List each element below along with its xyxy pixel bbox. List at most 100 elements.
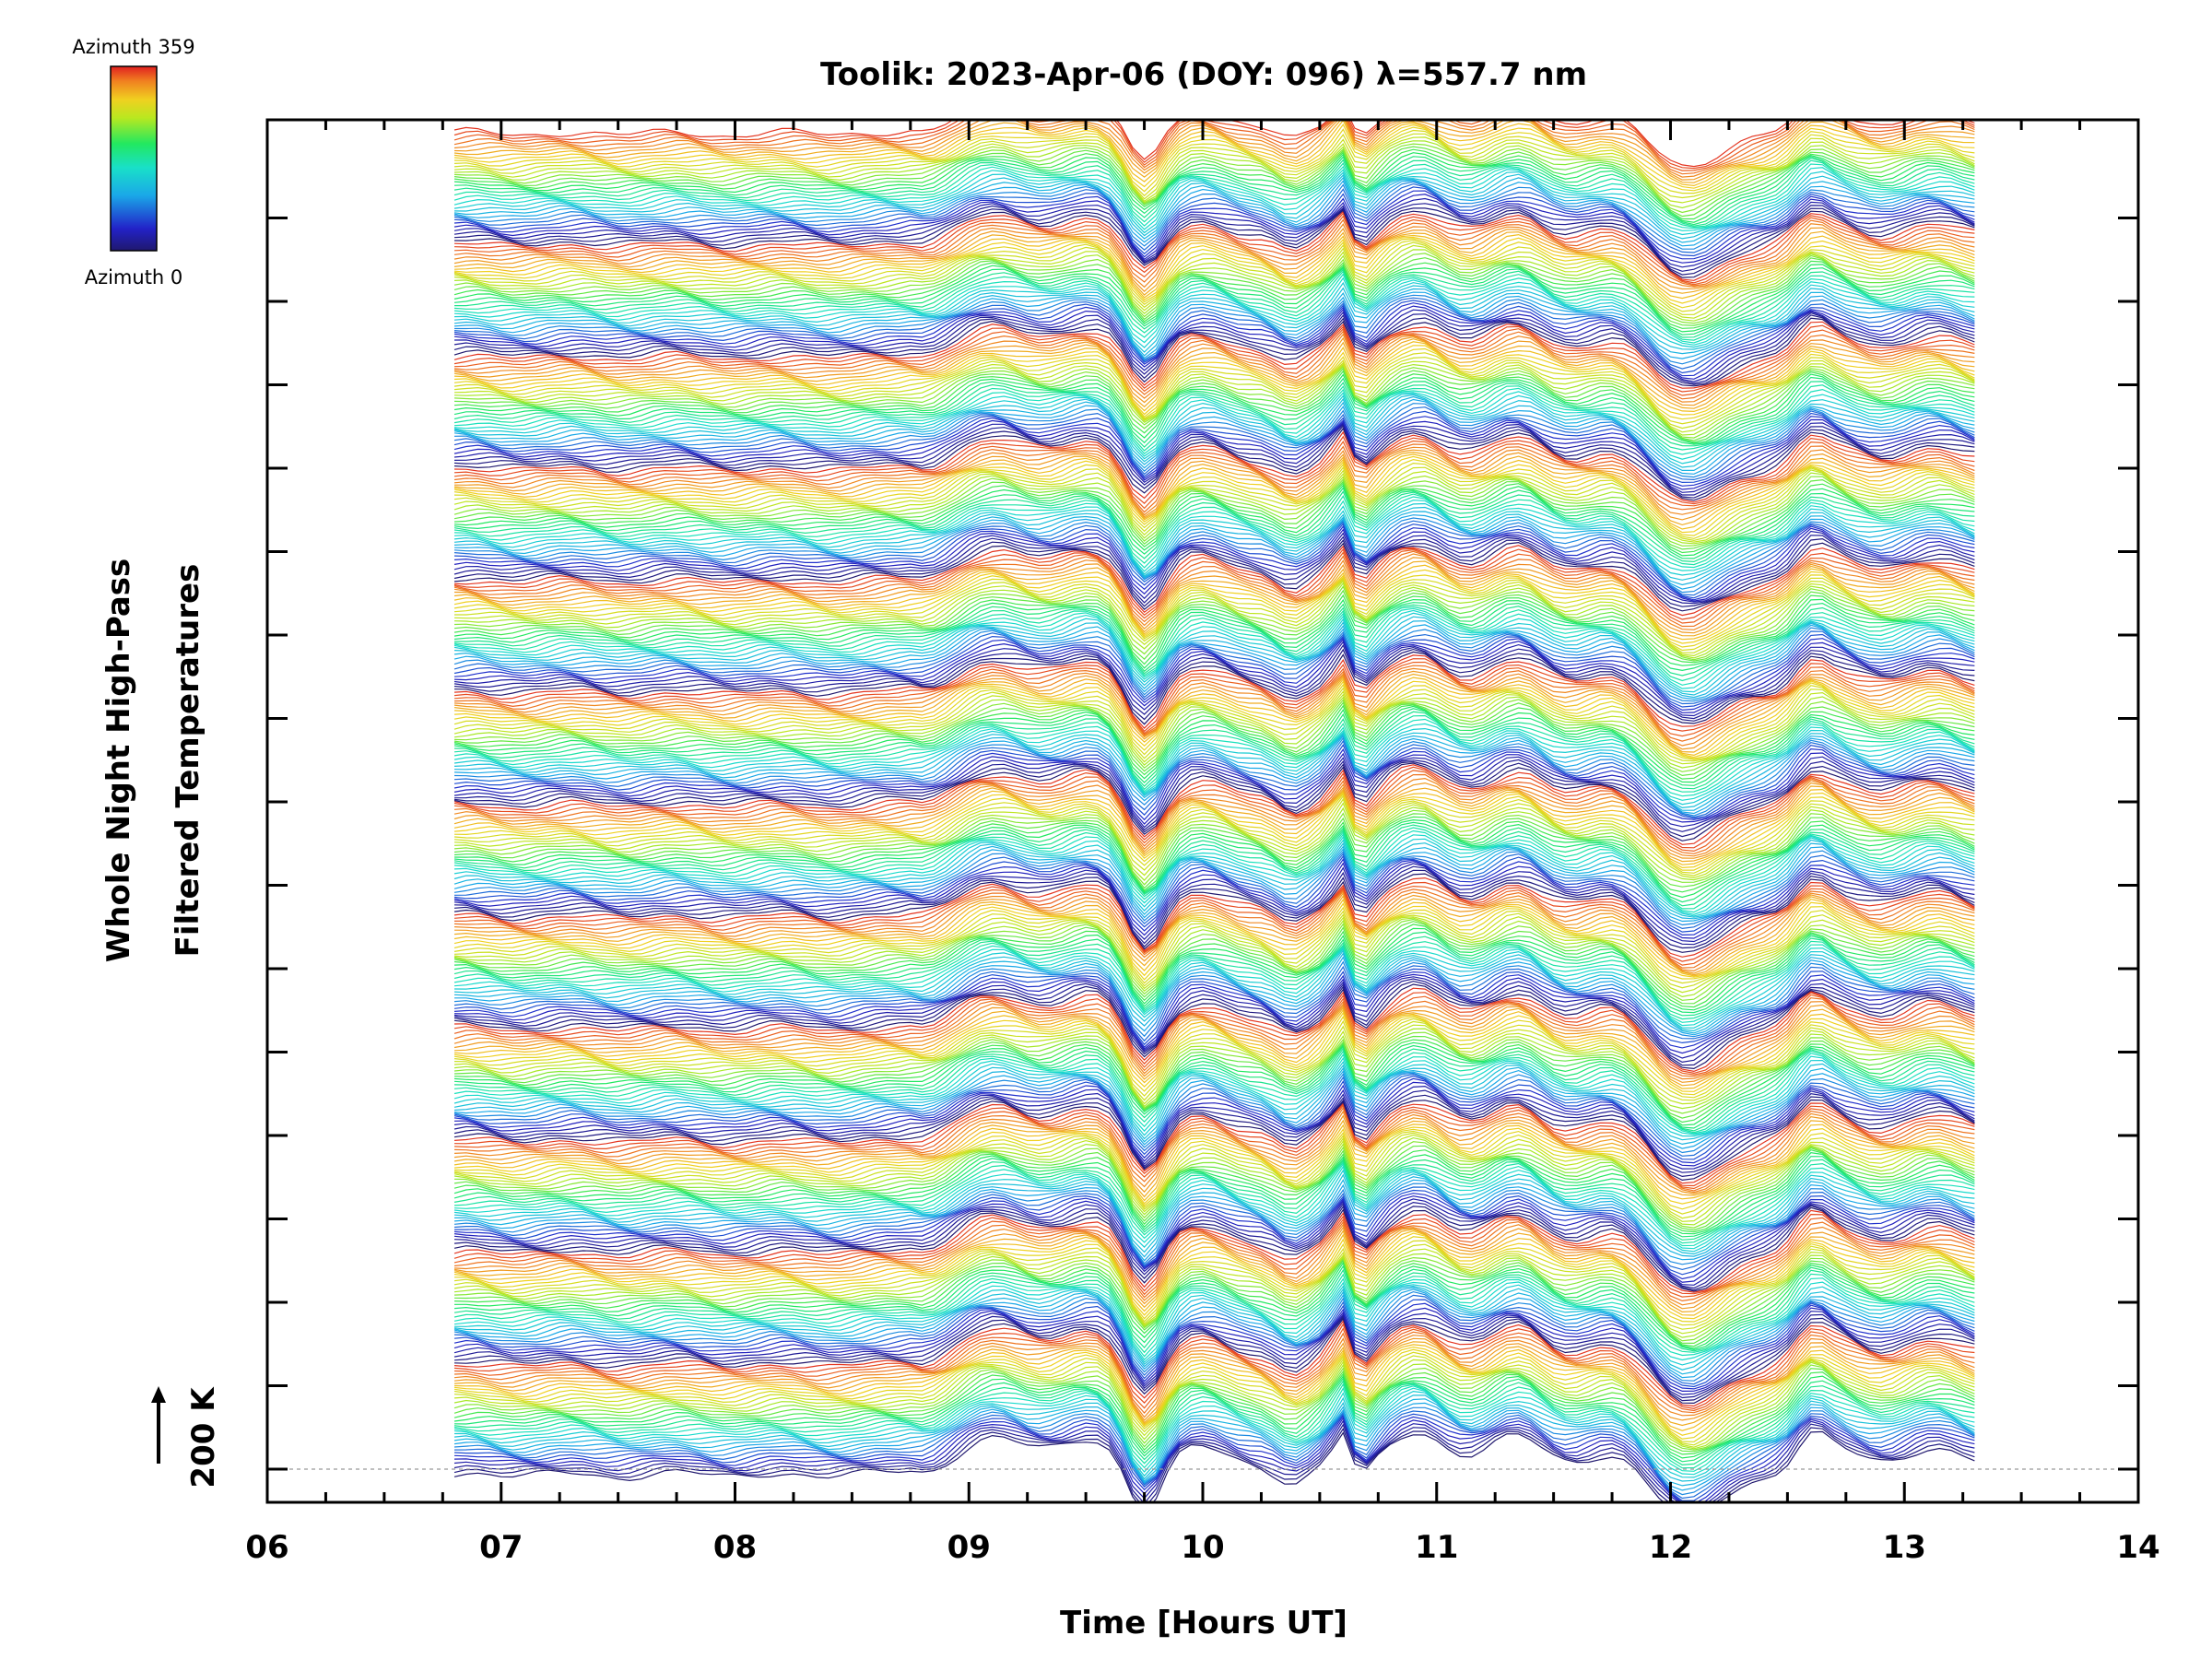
azimuth-line — [453, 1375, 1975, 1459]
azimuth-line — [453, 126, 1975, 193]
azimuth-line — [453, 708, 1975, 786]
azimuth-line — [453, 627, 1975, 702]
azimuth-line — [453, 212, 1975, 284]
azimuth-line — [453, 260, 1975, 329]
azimuth-line — [453, 705, 1975, 783]
azimuth-line — [453, 548, 1975, 624]
azimuth-line — [453, 793, 1975, 871]
azimuth-line — [453, 1205, 1975, 1291]
azimuth-line — [453, 1136, 1975, 1226]
azimuth-line — [453, 545, 1975, 617]
azimuth-line — [453, 770, 1975, 853]
azimuth-line — [453, 317, 1975, 387]
azimuth-line — [453, 960, 1975, 1038]
azimuth-line — [453, 598, 1975, 669]
azimuth-colorbar: Azimuth 359 Azimuth 0 — [72, 36, 194, 288]
azimuth-line — [453, 947, 1975, 1027]
azimuth-line — [453, 182, 1975, 253]
azimuth-line — [453, 1134, 1975, 1222]
azimuth-line — [453, 1220, 1975, 1302]
azimuth-line — [453, 487, 1975, 559]
x-tick-label: 10 — [1181, 1529, 1224, 1566]
azimuth-line — [453, 1006, 1975, 1087]
azimuth-line — [453, 834, 1975, 915]
azimuth-line — [453, 123, 1975, 189]
azimuth-line — [453, 1156, 1975, 1238]
azimuth-line — [453, 478, 1975, 550]
azimuth-line — [453, 983, 1975, 1070]
azimuth-line — [453, 1008, 1975, 1089]
azimuth-line — [453, 952, 1975, 1034]
azimuth-line — [453, 1106, 1975, 1192]
azimuth-line — [453, 949, 1975, 1032]
azimuth-line — [453, 120, 1975, 178]
azimuth-line — [453, 877, 1975, 958]
azimuth-line — [453, 940, 1975, 1020]
azimuth-line — [453, 357, 1975, 429]
azimuth-line — [453, 688, 1975, 762]
azimuth-line — [453, 853, 1975, 930]
colorbar-bottom-label: Azimuth 0 — [85, 266, 183, 288]
azimuth-line — [453, 888, 1975, 969]
azimuth-line — [453, 1124, 1975, 1202]
azimuth-line — [453, 1243, 1975, 1330]
azimuth-line — [453, 1035, 1975, 1119]
azimuth-line — [453, 159, 1975, 229]
azimuth-line — [453, 624, 1975, 700]
azimuth-line — [453, 777, 1975, 857]
azimuth-line — [453, 916, 1975, 994]
azimuth-line — [453, 968, 1975, 1046]
azimuth-line — [453, 394, 1975, 468]
azimuth-line — [453, 685, 1975, 760]
azimuth-line — [453, 384, 1975, 452]
azimuth-line — [453, 120, 1975, 171]
azimuth-line — [453, 794, 1975, 874]
azimuth-line — [453, 1099, 1975, 1182]
azimuth-line — [453, 466, 1975, 542]
azimuth-line — [453, 837, 1975, 917]
azimuth-line — [453, 704, 1975, 780]
azimuth-line — [453, 1072, 1975, 1154]
azimuth-line — [453, 376, 1975, 445]
azimuth-line — [453, 739, 1975, 818]
azimuth-line — [453, 152, 1975, 223]
azimuth-line — [453, 643, 1975, 720]
azimuth-line — [453, 1089, 1975, 1173]
azimuth-line — [453, 1346, 1975, 1436]
x-tick-label: 08 — [713, 1529, 757, 1566]
colorbar-top-label: Azimuth 359 — [72, 36, 194, 58]
azimuth-line — [453, 387, 1975, 455]
azimuth-line — [453, 520, 1975, 596]
azimuth-line — [453, 136, 1975, 204]
azimuth-line — [453, 935, 1975, 1017]
azimuth-line — [453, 891, 1975, 974]
azimuth-line — [453, 1053, 1975, 1135]
azimuth-line — [453, 696, 1975, 769]
azimuth-line — [453, 1302, 1975, 1390]
azimuth-line — [453, 1201, 1975, 1289]
azimuth-line — [453, 1161, 1975, 1244]
azimuth-line — [453, 537, 1975, 607]
azimuth-line — [453, 973, 1975, 1054]
azimuth-line — [453, 1355, 1975, 1446]
azimuth-line — [453, 163, 1975, 229]
azimuth-line — [453, 1265, 1975, 1351]
azimuth-line — [453, 345, 1975, 416]
azimuth-line — [453, 1371, 1975, 1455]
azimuth-line — [453, 140, 1975, 209]
azimuth-line — [453, 594, 1975, 665]
azimuth-line — [453, 120, 1975, 168]
azimuth-line — [453, 270, 1975, 341]
azimuth-line — [453, 493, 1975, 566]
azimuth-line — [453, 360, 1975, 433]
azimuth-line — [453, 633, 1975, 708]
azimuth-line — [453, 1285, 1975, 1371]
azimuth-line — [453, 752, 1975, 825]
azimuth-line — [453, 120, 1975, 181]
azimuth-line — [453, 341, 1975, 413]
azimuth-line — [453, 1377, 1975, 1463]
azimuth-line — [453, 393, 1975, 465]
azimuth-line — [453, 197, 1975, 268]
azimuth-line — [453, 1258, 1975, 1345]
azimuth-line — [453, 1311, 1975, 1395]
